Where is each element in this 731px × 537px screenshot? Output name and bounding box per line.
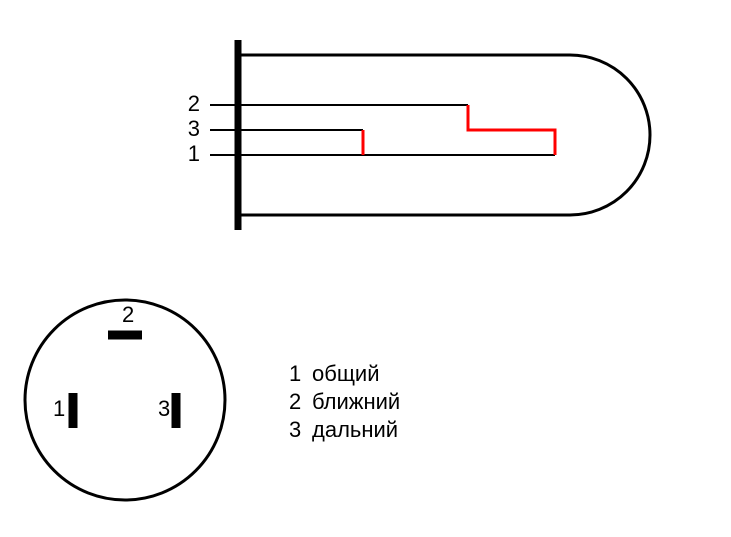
- wire-label-pin2: 2: [188, 91, 200, 116]
- connector-label-pin1: 1: [53, 396, 65, 421]
- connector-label-pin2: 2: [122, 302, 134, 327]
- legend-num-line2: 2: [289, 389, 301, 414]
- connector-label-pin3: 3: [158, 396, 170, 421]
- legend-text-line2: ближний: [312, 389, 400, 414]
- wire-label-pin3: 3: [188, 116, 200, 141]
- legend-text-line3: дальний: [312, 417, 398, 442]
- legend-num-line1: 1: [289, 361, 301, 386]
- legend-text-line1: общий: [312, 361, 380, 386]
- bulb-arc: [570, 55, 650, 215]
- legend-num-line3: 3: [289, 417, 301, 442]
- filament-high-beam: [468, 105, 555, 155]
- wire-label-pin1: 1: [188, 141, 200, 166]
